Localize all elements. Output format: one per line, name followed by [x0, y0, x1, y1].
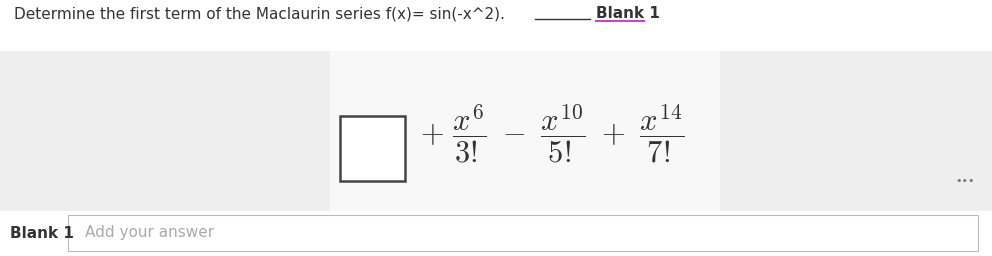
- Bar: [330, 51, 720, 211]
- Text: Determine the first term of the Maclaurin series f(x)= sin(-x^2).: Determine the first term of the Maclauri…: [14, 6, 505, 22]
- Text: Add your answer: Add your answer: [85, 226, 214, 240]
- Bar: [720, 51, 992, 211]
- Text: Blank 1: Blank 1: [10, 226, 73, 240]
- Bar: [340, 116, 405, 181]
- Bar: [68, 215, 978, 251]
- Text: •••: •••: [955, 176, 975, 186]
- Text: $+\ \dfrac{x^6}{3!}\ -\ \dfrac{x^{10}}{5!}\ +\ \dfrac{x^{14}}{7!}$: $+\ \dfrac{x^6}{3!}\ -\ \dfrac{x^{10}}{5…: [420, 103, 684, 165]
- Bar: [0, 51, 330, 211]
- Text: Blank 1: Blank 1: [596, 6, 660, 22]
